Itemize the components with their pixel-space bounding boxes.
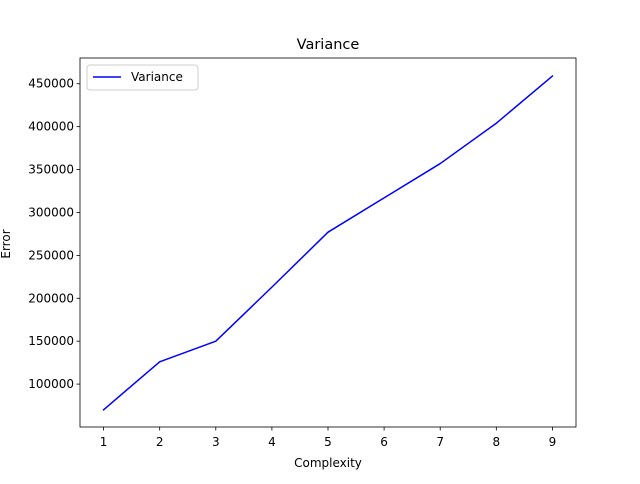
y-tick-label: 150000 <box>28 334 74 348</box>
y-tick-label: 350000 <box>28 163 74 177</box>
series-layer <box>102 74 554 411</box>
legend-box <box>86 64 199 91</box>
y-axis-label: Error <box>0 229 13 258</box>
series-line-variance <box>102 74 554 411</box>
chart-title: Variance <box>297 37 360 53</box>
y-tick-label: 100000 <box>28 377 74 391</box>
x-tick-label: 2 <box>156 435 164 449</box>
x-tick-label: 6 <box>380 435 388 449</box>
x-tick-label: 1 <box>100 435 108 449</box>
y-tick-label: 200000 <box>28 291 74 305</box>
y-tick-label: 450000 <box>28 77 74 91</box>
x-axis-ticks: 1 2 3 4 5 6 7 8 9 <box>100 427 557 449</box>
y-tick-label: 300000 <box>28 205 74 219</box>
y-axis-ticks: 100000 150000 200000 250000 300000 350000 4000… <box>28 77 80 391</box>
plot-area-frame <box>79 57 577 428</box>
x-tick-label: 8 <box>493 435 501 449</box>
legend-label-variance: Variance <box>131 70 183 84</box>
legend: Variance <box>86 64 199 91</box>
x-axis-label: Complexity <box>294 456 362 470</box>
x-tick-label: 9 <box>549 435 557 449</box>
x-tick-label: 7 <box>436 435 444 449</box>
y-tick-label: 400000 <box>28 120 74 134</box>
x-tick-label: 3 <box>212 435 220 449</box>
y-tick-label: 250000 <box>28 248 74 262</box>
x-tick-label: 4 <box>268 435 276 449</box>
x-tick-label: 5 <box>324 435 332 449</box>
